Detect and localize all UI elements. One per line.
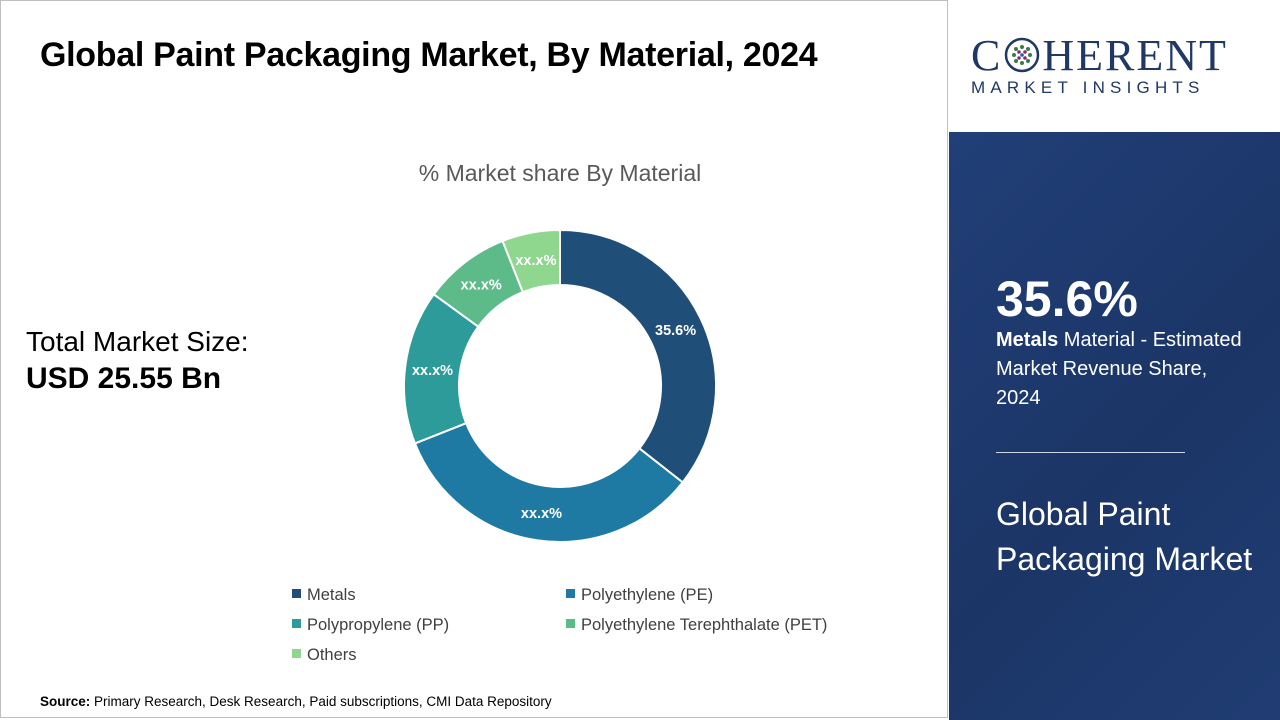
logo-letters-rest: HERENT	[1042, 31, 1228, 80]
highlight-segment: Metals	[996, 329, 1059, 351]
logo-wordmark: C HERENT	[971, 30, 1228, 81]
source-note: Source: Primary Research, Desk Research,…	[40, 694, 552, 709]
highlight-panel: 35.6% Metals Material - Estimated Market…	[949, 132, 1280, 720]
legend-swatch	[292, 619, 301, 629]
donut-slice-metals	[559, 228, 717, 484]
legend-item: Metals	[292, 586, 356, 605]
highlight-description-rest: Material - Estimated Market Revenue Shar…	[996, 329, 1242, 409]
logo-letter-c: C	[971, 31, 1003, 80]
legend-item: Polyethylene (PE)	[566, 586, 713, 605]
legend-label: Polypropylene (PP)	[307, 616, 450, 634]
donut-chart: 35.6% xx.x% xx.x% xx.x% xx.x%	[403, 228, 717, 543]
data-label-1: xx.x%	[521, 506, 562, 522]
data-label-4: xx.x%	[515, 253, 556, 269]
data-label-3: xx.x%	[461, 277, 502, 293]
market-size-label: Total Market Size:	[26, 326, 249, 357]
legend-swatch	[566, 589, 575, 599]
data-label-2: xx.x%	[412, 363, 453, 379]
legend-item: Polyethylene Terephthalate (PET)	[566, 616, 827, 635]
market-name: Global Paint Packaging Market	[996, 496, 1253, 577]
page-title: Global Paint Packaging Market, By Materi…	[40, 36, 818, 74]
legend-item: Others	[292, 646, 357, 665]
legend-swatch	[292, 649, 301, 659]
chart-frame	[0, 0, 948, 718]
source-label: Source:	[40, 694, 91, 709]
chart-title: % Market share By Material	[418, 160, 702, 186]
donut-slice-others	[501, 228, 561, 294]
legend-label: Metals	[307, 586, 356, 604]
market-size-value: USD 25.55 Bn	[26, 362, 222, 395]
divider	[996, 452, 1185, 453]
legend-label: Others	[307, 646, 357, 664]
legend-label: Polyethylene Terephthalate (PET)	[581, 616, 828, 634]
highlight-stat: 35.6%	[996, 271, 1138, 327]
legend-label: Polyethylene (PE)	[581, 586, 714, 604]
globe-icon	[1005, 37, 1040, 73]
market-size-block: Total Market Size: USD 25.55 Bn	[26, 326, 249, 396]
source-text: Primary Research, Desk Research, Paid su…	[90, 694, 552, 709]
highlight-description: Metals Material - Estimated Market Reven…	[996, 326, 1246, 413]
legend-swatch	[292, 589, 301, 599]
donut-slice-polyethylene-pe	[413, 421, 685, 543]
data-label-0: 35.6%	[655, 323, 696, 339]
legend-swatch	[566, 619, 575, 629]
logo: C HERENT MARKET INSIGHTS	[949, 0, 1280, 132]
side-panel: C HERENT MARKET INSIGHTS 35.6% Metals Ma…	[949, 0, 1280, 720]
logo-subtitle: MARKET INSIGHTS	[971, 78, 1205, 97]
legend-item: Polypropylene (PP)	[292, 616, 449, 635]
